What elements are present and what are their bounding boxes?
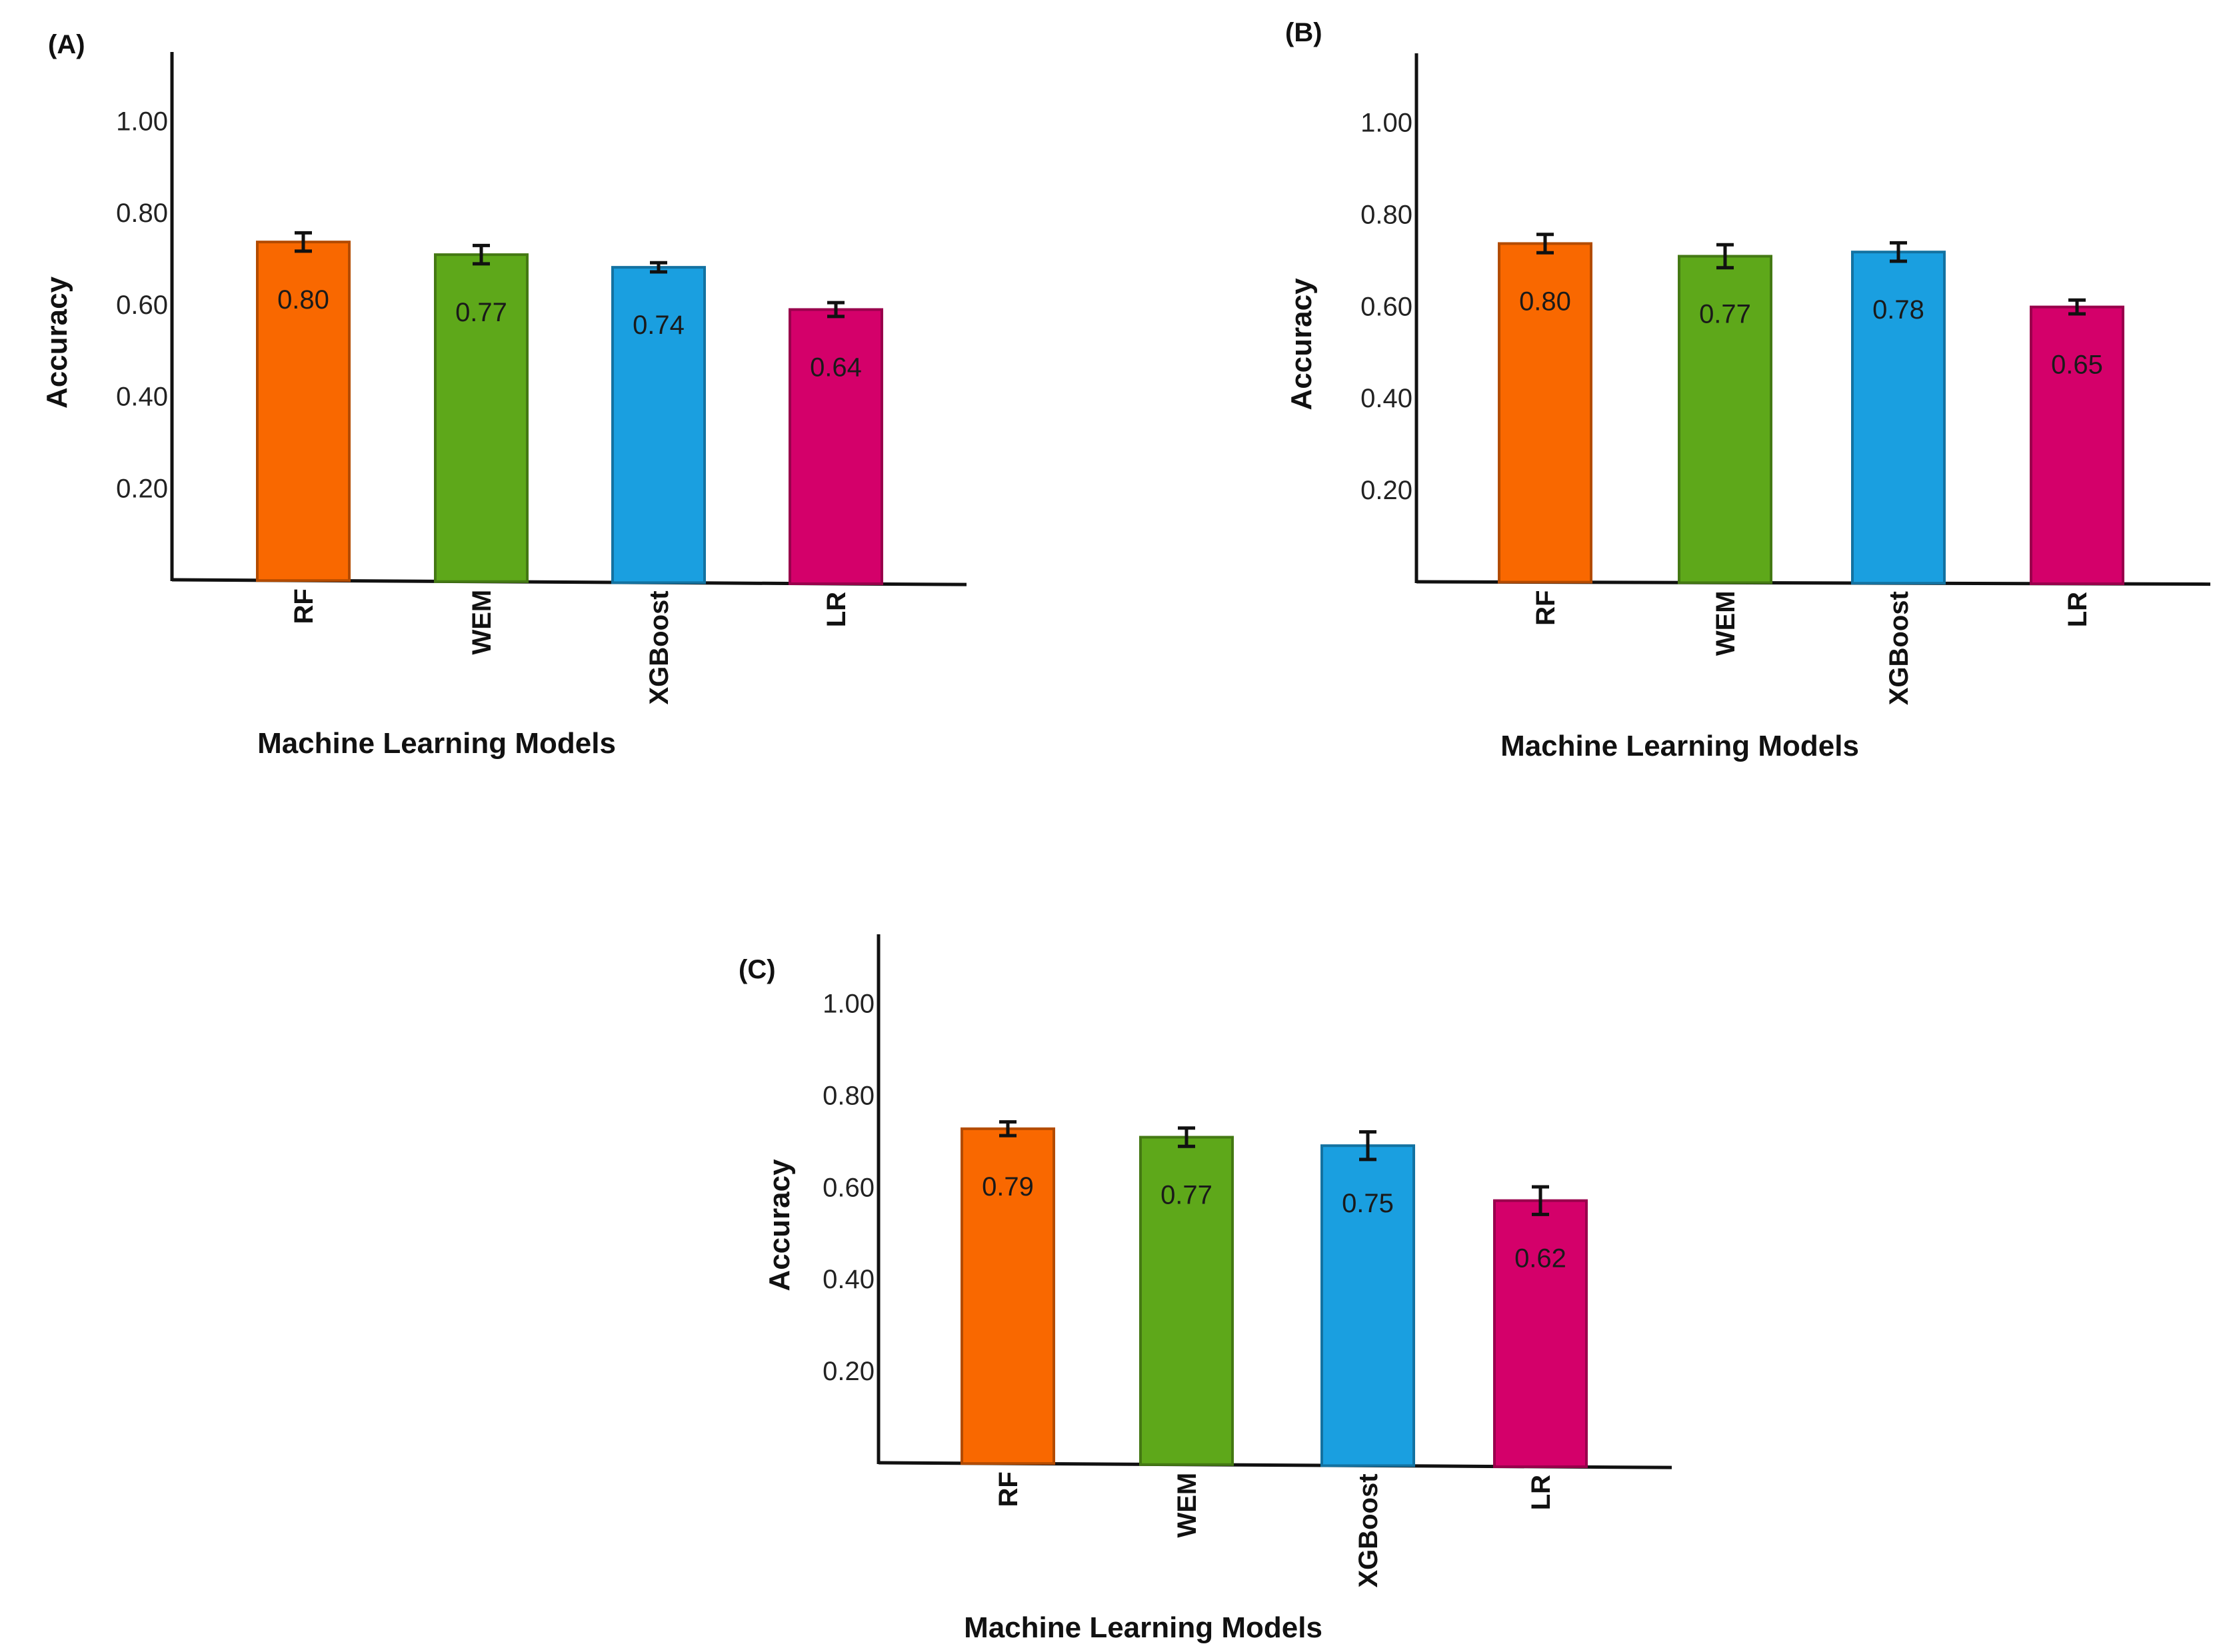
data-label-wem: 0.77 [1699, 300, 1751, 329]
y-tick-label: 0.60 [823, 1173, 875, 1202]
x-tick-label-lr: LR [2063, 592, 2092, 627]
y-tick-label: 0.20 [823, 1357, 875, 1386]
data-label-wem: 0.77 [1160, 1181, 1212, 1210]
y-axis-title: Accuracy [763, 1159, 796, 1291]
y-tick-label: 0.40 [823, 1265, 875, 1294]
y-tick-label: 1.00 [823, 989, 875, 1018]
y-axis-title: Accuracy [1285, 278, 1318, 411]
bar-rf [256, 241, 351, 582]
data-label-xgboost: 0.78 [1872, 295, 1924, 325]
bar-rf [961, 1127, 1055, 1465]
data-label-lr: 0.65 [2051, 351, 2103, 380]
x-tick-label-wem: WEM [1711, 590, 1740, 656]
y-tick-label: 0.40 [116, 383, 168, 412]
data-label-rf: 0.80 [277, 285, 329, 315]
y-axis-title: Accuracy [41, 276, 73, 409]
x-tick-label-lr: LR [1526, 1475, 1556, 1510]
panel-label: (C) [739, 955, 776, 984]
data-label-lr: 0.64 [810, 353, 862, 382]
y-tick-label: 0.20 [1360, 476, 1412, 505]
bar-rf [1498, 242, 1592, 584]
x-tick-label-wem: WEM [1172, 1473, 1202, 1538]
data-label-xgboost: 0.75 [1342, 1189, 1394, 1218]
chart-panel-c: (C) 0.20 0.40 0.60 0.80 1.00 Accuracy Machine L… [739, 934, 1672, 1644]
y-tick-label: 0.40 [1360, 384, 1412, 413]
y-tick-label: 0.80 [823, 1081, 875, 1110]
bar-lr [2030, 305, 2124, 585]
bar-lr [789, 308, 883, 585]
panel-label: (A) [48, 30, 85, 59]
y-tick-label: 0.20 [116, 474, 168, 503]
x-tick-label-lr: LR [822, 592, 851, 627]
y-tick-label: 0.80 [116, 199, 168, 228]
x-axis-title: Machine Learning Models [257, 727, 616, 760]
data-label-rf: 0.80 [1519, 287, 1571, 316]
data-label-xgboost: 0.74 [633, 311, 685, 340]
y-tick-label: 0.60 [116, 291, 168, 320]
x-tick-label-rf: RF [289, 588, 319, 624]
x-tick-label-xgboost: XGBoost [1354, 1473, 1383, 1587]
bar-wem [1139, 1136, 1234, 1466]
panel-label: (B) [1285, 18, 1322, 47]
x-tick-label-wem: WEM [467, 590, 497, 655]
y-tick-label: 0.80 [1360, 200, 1412, 229]
x-tick-label-rf: RF [1531, 590, 1560, 626]
bar-xgboost [611, 266, 706, 584]
bar-wem [434, 253, 529, 583]
data-label-wem: 0.77 [455, 298, 507, 327]
y-tick-label: 1.00 [1360, 108, 1412, 137]
x-axis-title: Machine Learning Models [1500, 730, 1859, 762]
bar-lr [1493, 1199, 1588, 1468]
bar-xgboost [1851, 251, 1946, 585]
bar-wem [1678, 255, 1772, 584]
chart-panel-a: (A) 0.20 0.40 0.60 0.80 1.00 Accuracy Machine L… [41, 30, 967, 760]
x-tick-label-xgboost: XGBoost [645, 590, 674, 704]
y-tick-label: 1.00 [116, 107, 168, 136]
x-tick-label-rf: RF [994, 1471, 1023, 1507]
y-tick-label: 0.60 [1360, 292, 1412, 321]
chart-panel-b: (B) 0.20 0.40 0.60 0.80 1.00 Accuracy Machine L… [1285, 18, 2211, 762]
data-label-rf: 0.79 [982, 1172, 1034, 1202]
data-label-lr: 0.62 [1514, 1244, 1566, 1273]
x-axis-title: Machine Learning Models [964, 1611, 1322, 1644]
x-tick-label-xgboost: XGBoost [1884, 591, 1914, 705]
